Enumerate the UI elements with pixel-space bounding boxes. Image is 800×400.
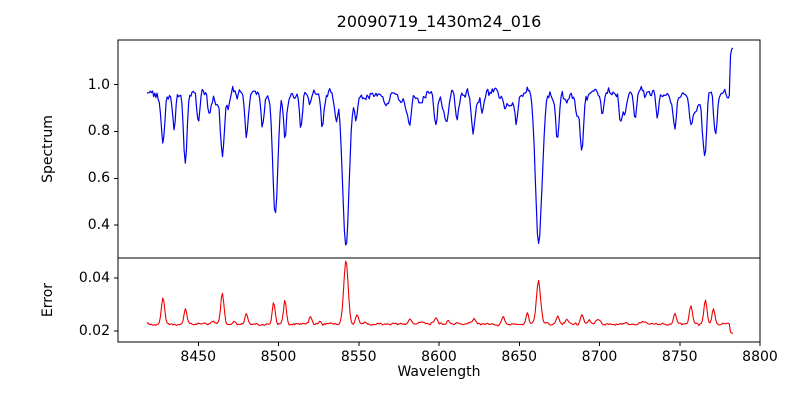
y-tick-label: 0.4 [87,217,110,234]
spectrum-line [146,47,734,246]
axis-ticks [114,84,761,346]
x-tick-label: 8650 [501,349,538,365]
axes-spines [117,39,761,343]
y-tick-label: 1.0 [87,76,110,93]
x-tick-label: 8700 [581,349,618,365]
y-tick-label: 0.04 [78,269,110,286]
x-tick-label: 8800 [742,349,778,365]
x-tick-label: 8550 [340,349,377,365]
y-tick-label: 0.02 [78,322,110,339]
x-tick-label: 8450 [180,349,217,365]
x-tick-label: 8750 [661,349,698,365]
x-tick-label: 8600 [421,349,457,365]
x-axis-label: Wavelength [397,364,481,380]
chart-title: 20090719_1430m24_016 [336,12,542,31]
y-tick-label: 0.6 [87,170,110,187]
x-tick-label: 8500 [260,349,297,365]
y-tick-label: 0.8 [87,123,110,140]
error-line [146,260,734,335]
